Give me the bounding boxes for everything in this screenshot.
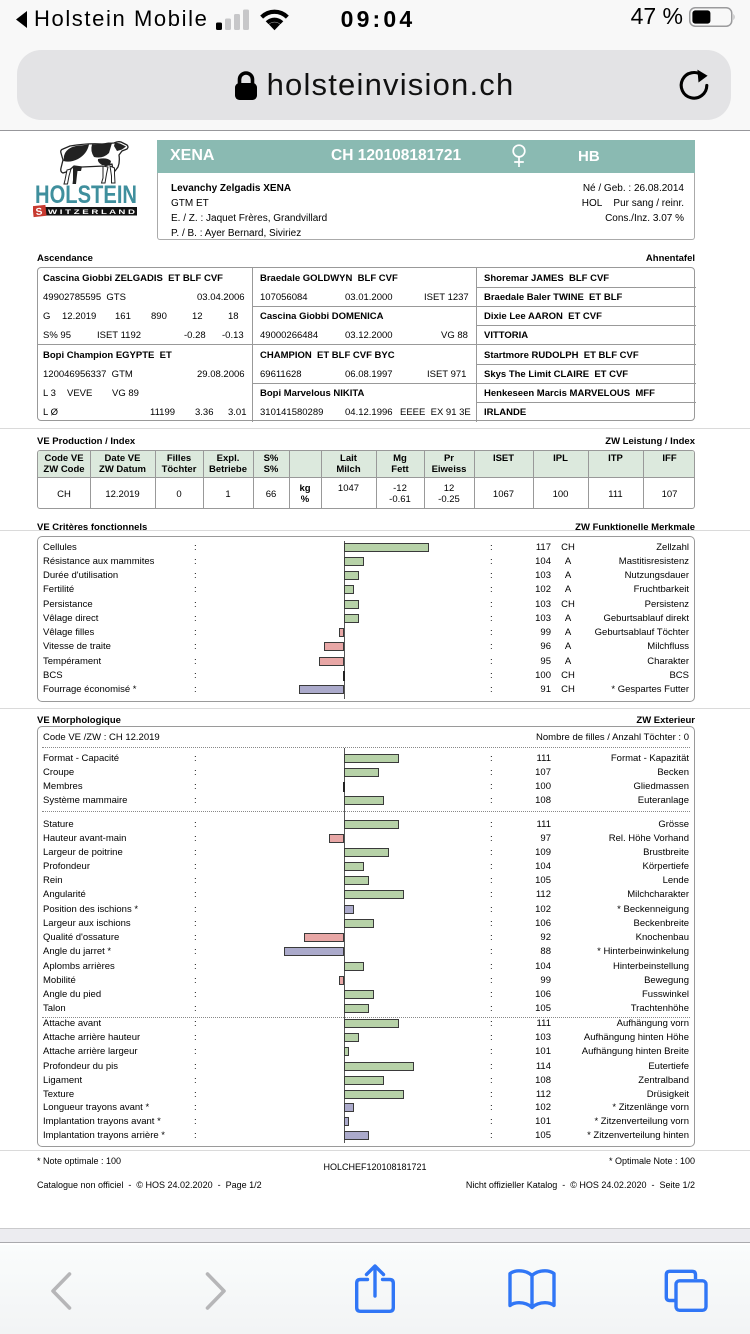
svg-text:W I T Z E R L A N D: W I T Z E R L A N D [48,209,135,216]
svg-text:HOLSTEIN: HOLSTEIN [35,181,137,209]
svg-text:S: S [35,206,43,218]
